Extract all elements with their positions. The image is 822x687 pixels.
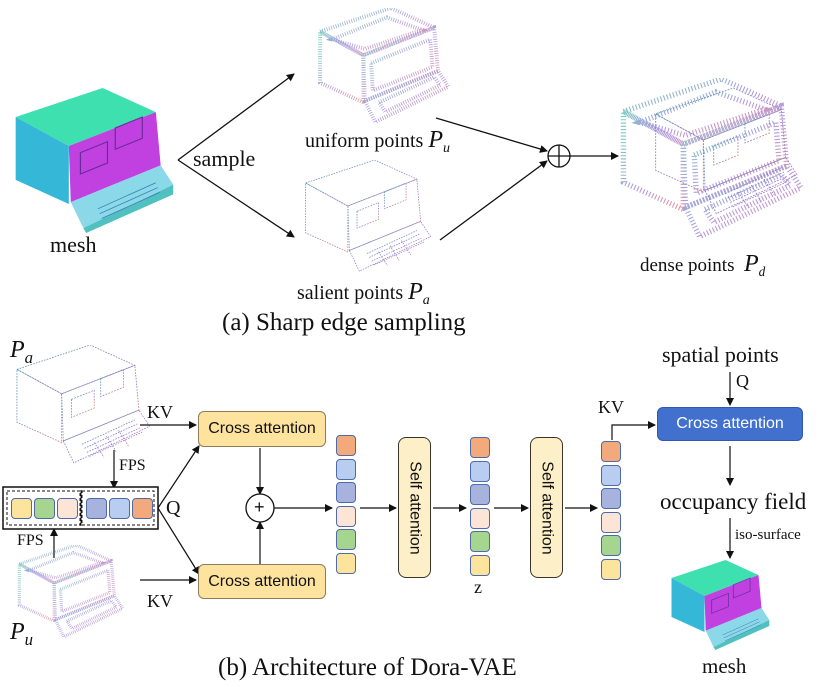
kv-top-label: KV <box>147 402 173 422</box>
fps-top-label: FPS <box>119 457 146 474</box>
dense-symbol: P <box>743 251 759 277</box>
mesh-image <box>15 88 174 233</box>
arrow-kv-decoder <box>611 421 656 440</box>
uniform-symbol: P <box>428 127 444 153</box>
uniform-text: uniform points <box>305 130 424 152</box>
token-green <box>601 535 621 556</box>
dense-points-image <box>623 79 800 237</box>
pu-sub: u <box>24 629 34 649</box>
token-darkblue <box>336 482 356 503</box>
uniform-sub: u <box>443 141 451 156</box>
token-orange <box>470 437 490 458</box>
salient-tokens-group <box>81 490 155 526</box>
token-peach <box>601 511 621 533</box>
token-yellow <box>470 554 490 576</box>
token-yellow <box>11 498 32 519</box>
output-mesh-image <box>671 560 770 650</box>
caption-a: (a) Sharp edge sampling <box>222 309 466 336</box>
pa-label: Pa <box>10 338 33 367</box>
token-darkblue <box>470 484 490 505</box>
cross-attention-top: Cross attention <box>198 411 326 447</box>
q-label: Q <box>166 497 181 519</box>
self-attention-1: Self attention <box>398 437 431 578</box>
token-lightblue <box>336 458 356 480</box>
token-orange <box>132 498 153 519</box>
token-peach <box>336 505 356 527</box>
self-attention-2-label: Self attention <box>538 460 556 555</box>
arrow-to-salient <box>177 159 295 238</box>
token-lightblue <box>470 460 490 482</box>
salient-symbol: P <box>408 279 423 305</box>
sample-label: sample <box>193 146 256 171</box>
token-yellow <box>601 558 621 580</box>
plus-icon: + <box>254 497 265 517</box>
fps-bottom-label: FPS <box>17 532 44 549</box>
token-darkblue <box>601 488 621 509</box>
spatial-points-label: spatial points <box>662 342 779 367</box>
arrow-q-bottom <box>157 507 200 575</box>
token-lightblue <box>109 498 130 519</box>
salient-text: salient points <box>297 282 404 304</box>
pu-symbol: P <box>10 619 25 645</box>
token-peach <box>57 498 78 519</box>
token-yellow <box>336 552 356 574</box>
cross-attention-bottom-label: Cross attention <box>208 572 316 590</box>
q-decoder-label: Q <box>736 371 749 391</box>
kv-bottom-label: KV <box>147 591 173 611</box>
salient-points-input-image <box>16 345 150 464</box>
token-orange <box>336 435 356 456</box>
salient-points-label: salient points Pa <box>297 280 430 308</box>
dense-sub: d <box>758 263 766 279</box>
oplus-icon <box>547 144 571 168</box>
arrow-uniform-to-sum <box>435 117 548 153</box>
salient-sub: a <box>422 293 430 308</box>
token-darkblue <box>86 498 107 519</box>
cross-attention-bottom: Cross attention <box>198 564 326 599</box>
pu-label: Pu <box>10 620 33 649</box>
token-green <box>470 531 490 552</box>
token-orange <box>601 441 621 462</box>
uniform-tokens-group <box>6 490 81 526</box>
self-attention-1-label: Self attention <box>406 460 424 555</box>
uniform-points-label: uniform points Pu <box>305 128 450 156</box>
pa-sub: a <box>24 347 34 367</box>
cross-attention-decoder: Cross attention <box>657 407 803 441</box>
mesh-output-label: mesh <box>702 654 747 678</box>
iso-surface-label: iso-surface <box>735 527 801 543</box>
kv-decoder-label: KV <box>598 397 624 417</box>
cross-attention-top-label: Cross attention <box>208 420 316 437</box>
token-peach <box>470 507 490 529</box>
dense-text: dense points <box>640 255 735 276</box>
plus-circle <box>245 493 275 523</box>
arrow-q-top <box>157 445 200 509</box>
arrow-salient-to-sum <box>439 160 548 241</box>
occupancy-field-label: occupancy field <box>660 489 807 514</box>
z-label: z <box>474 577 482 597</box>
token-green <box>34 498 55 519</box>
token-green <box>336 529 356 550</box>
cross-attention-decoder-label: Cross attention <box>676 415 784 432</box>
self-attention-2: Self attention <box>530 437 563 578</box>
dense-points-label: dense points Pd <box>640 252 765 278</box>
pa-symbol: P <box>10 337 25 363</box>
arrow-to-uniform <box>177 73 295 161</box>
uniform-points-image <box>320 8 448 122</box>
mesh-label: mesh <box>50 232 97 257</box>
salient-points-image <box>305 160 432 272</box>
token-lightblue <box>601 464 621 486</box>
caption-b: (b) Architecture of Dora-VAE <box>218 654 517 681</box>
uniform-points-input-image <box>17 545 125 639</box>
